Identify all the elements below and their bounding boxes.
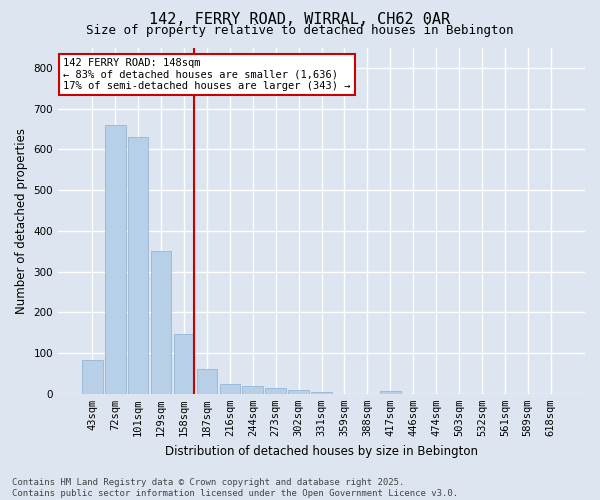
Bar [197, 370, 217, 394]
Text: Size of property relative to detached houses in Bebington: Size of property relative to detached ho… [86, 24, 514, 37]
Bar [265, 388, 286, 394]
Text: Contains HM Land Registry data © Crown copyright and database right 2025.
Contai: Contains HM Land Registry data © Crown c… [12, 478, 458, 498]
Bar [128, 137, 148, 394]
Bar [380, 390, 401, 394]
X-axis label: Distribution of detached houses by size in Bebington: Distribution of detached houses by size … [165, 444, 478, 458]
Bar [173, 334, 194, 394]
Bar [105, 125, 125, 394]
Bar [242, 386, 263, 394]
Bar [288, 390, 309, 394]
Bar [82, 360, 103, 394]
Bar [311, 392, 332, 394]
Bar [151, 251, 172, 394]
Bar [220, 384, 240, 394]
Text: 142 FERRY ROAD: 148sqm
← 83% of detached houses are smaller (1,636)
17% of semi-: 142 FERRY ROAD: 148sqm ← 83% of detached… [64, 58, 351, 91]
Text: 142, FERRY ROAD, WIRRAL, CH62 0AR: 142, FERRY ROAD, WIRRAL, CH62 0AR [149, 12, 451, 28]
Y-axis label: Number of detached properties: Number of detached properties [15, 128, 28, 314]
